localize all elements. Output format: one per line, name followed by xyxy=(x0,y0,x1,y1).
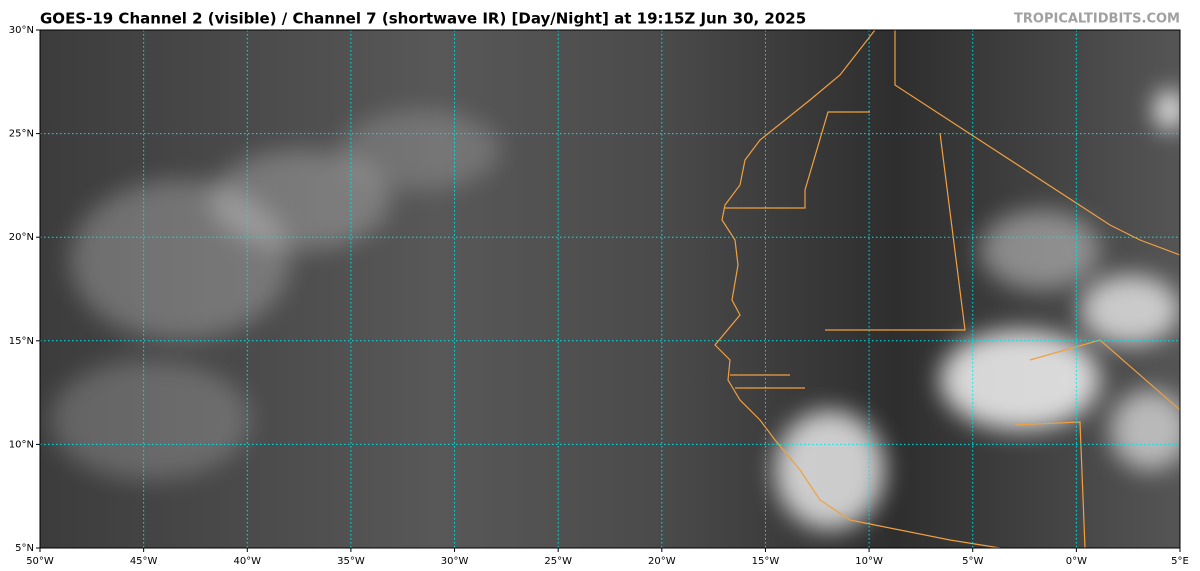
lat-tick-label: 15°N xyxy=(9,336,34,347)
lat-tick-label: 10°N xyxy=(9,439,34,450)
lat-tick-label: 25°N xyxy=(9,129,34,140)
lon-tick-label: 10°W xyxy=(855,556,883,567)
lat-tick-label: 20°N xyxy=(9,232,34,243)
title: GOES-19 Channel 2 (visible) / Channel 7 … xyxy=(40,10,806,28)
lon-tick-label: 5°E xyxy=(1171,556,1189,567)
lon-tick-label: 5°W xyxy=(962,556,983,567)
lon-tick-label: 15°W xyxy=(752,556,780,567)
lon-tick-label: 35°W xyxy=(337,556,365,567)
lon-tick-label: 25°W xyxy=(544,556,572,567)
lon-tick-label: 50°W xyxy=(26,556,54,567)
lat-tick-label: 5°N xyxy=(15,543,34,554)
lon-tick-label: 45°W xyxy=(130,556,158,567)
lon-tick-label: 40°W xyxy=(233,556,261,567)
lat-tick-label: 30°N xyxy=(9,25,34,36)
lon-tick-label: 30°W xyxy=(441,556,469,567)
lon-tick-label: 20°W xyxy=(648,556,676,567)
watermark: TROPICALTIDBITS.COM xyxy=(1014,12,1180,27)
imagery xyxy=(40,30,1180,548)
map-frame xyxy=(39,29,1181,549)
graticule: 50°W 45°W 40°W 35°W 30°W 25°W 20°W 15°W 10°W 5°W 0… xyxy=(9,25,1189,567)
lon-tick-label: 0°W xyxy=(1066,556,1087,567)
